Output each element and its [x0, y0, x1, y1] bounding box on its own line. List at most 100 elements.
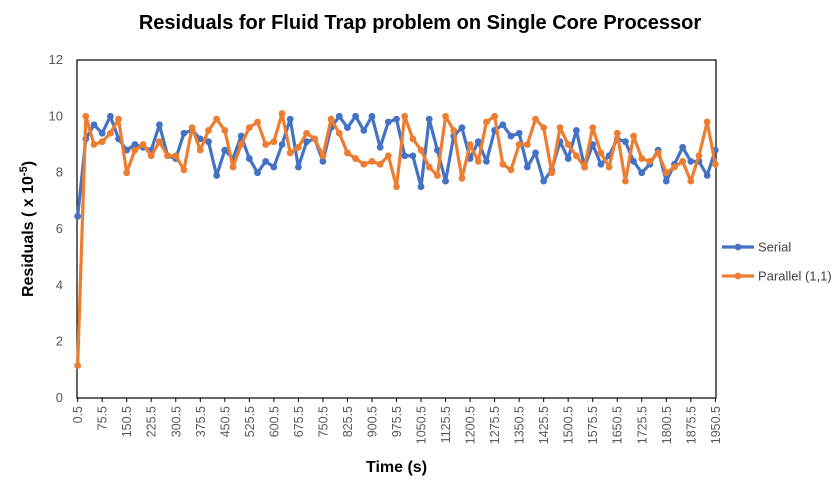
data-point: [335, 112, 343, 120]
x-tick-label: 1350.5: [513, 406, 527, 444]
data-point: [507, 132, 515, 140]
data-point: [393, 183, 400, 191]
x-tick-label: 750.5: [316, 406, 330, 437]
data-point: [515, 141, 523, 148]
data-point: [278, 110, 286, 117]
data-point: [540, 177, 548, 185]
y-axis-title: Residuals ( x 10-5): [18, 161, 37, 297]
x-tick-label: 225.5: [145, 406, 159, 437]
legend: Serial Parallel (1,1): [722, 240, 832, 284]
data-point: [74, 212, 82, 220]
data-point: [523, 163, 531, 171]
data-point: [523, 141, 531, 148]
data-point: [425, 115, 433, 123]
x-tick-label: 75.5: [96, 406, 110, 430]
data-point: [98, 129, 106, 137]
data-point: [622, 177, 629, 185]
y-axis-ticks: 0 2 4 6 8 10 12: [49, 52, 63, 405]
data-point: [572, 152, 580, 160]
data-point: [401, 152, 409, 160]
data-point: [662, 177, 670, 185]
data-point: [286, 115, 294, 123]
x-tick-label: 375.5: [194, 406, 208, 437]
data-point: [131, 141, 139, 148]
legend-item: Serial: [722, 240, 791, 255]
data-point: [254, 118, 261, 126]
chart-title: Residuals for Fluid Trap problem on Sing…: [138, 12, 702, 34]
data-point: [303, 138, 310, 146]
data-point: [417, 146, 425, 154]
data-point: [352, 155, 360, 162]
data-point: [679, 143, 687, 151]
data-point: [368, 112, 376, 120]
x-tick-label: 975.5: [390, 406, 404, 437]
legend-item: Parallel (1,1): [722, 269, 832, 284]
data-point: [319, 158, 327, 165]
data-point: [262, 141, 270, 148]
data-point: [532, 149, 539, 157]
data-point: [466, 141, 474, 148]
data-point: [156, 121, 163, 129]
data-point: [205, 127, 212, 134]
x-tick-label: 1500.5: [562, 406, 576, 444]
data-point: [205, 138, 212, 146]
plot-area-border: [76, 59, 717, 399]
y-tick-label: 2: [56, 334, 63, 349]
data-point: [286, 149, 294, 157]
data-point: [687, 177, 695, 185]
data-point: [679, 158, 687, 165]
data-point: [695, 152, 703, 160]
data-point: [82, 112, 90, 120]
data-point: [344, 149, 351, 157]
x-tick-label: 1650.5: [611, 406, 625, 444]
data-point: [319, 152, 327, 160]
data-point: [540, 124, 548, 131]
data-point: [401, 112, 409, 120]
data-point: [368, 158, 376, 165]
data-point: [458, 124, 466, 131]
data-point: [360, 127, 368, 134]
data-point: [90, 121, 98, 129]
x-tick-label: 1425.5: [537, 406, 551, 444]
data-point: [613, 129, 621, 137]
data-point: [131, 146, 139, 154]
x-tick-label: 300.5: [169, 406, 183, 437]
data-point: [662, 169, 670, 177]
data-point: [474, 138, 482, 146]
series-layer: [74, 110, 719, 370]
data-point: [164, 152, 171, 160]
data-point: [630, 132, 637, 140]
data-point: [74, 362, 82, 370]
data-point: [703, 172, 711, 179]
data-point: [646, 158, 654, 165]
series-parallel: [74, 110, 719, 370]
data-point: [147, 152, 155, 160]
data-point: [548, 169, 556, 177]
y-tick-label: 4: [56, 277, 63, 292]
data-point: [262, 158, 270, 165]
data-point: [90, 141, 98, 148]
data-point: [335, 129, 343, 137]
data-point: [630, 158, 637, 165]
x-axis-title: Time (s): [366, 459, 427, 476]
y-tick-label: 6: [56, 221, 63, 236]
data-point: [671, 163, 678, 171]
data-point: [556, 124, 564, 131]
y-tick-label: 8: [56, 165, 63, 180]
data-point: [360, 160, 368, 168]
data-point: [294, 143, 302, 151]
x-tick-label: 1725.5: [635, 406, 649, 444]
data-point: [499, 160, 507, 168]
data-point: [270, 138, 278, 146]
y-tick-label: 0: [56, 390, 63, 405]
series-line: [76, 111, 717, 366]
data-point: [98, 138, 106, 146]
data-point: [425, 163, 433, 171]
data-point: [597, 149, 605, 157]
data-point: [229, 163, 237, 171]
data-point: [221, 127, 229, 134]
data-point: [703, 118, 711, 126]
x-tick-label: 525.5: [243, 406, 257, 437]
data-point: [564, 155, 572, 162]
data-point: [327, 115, 335, 123]
